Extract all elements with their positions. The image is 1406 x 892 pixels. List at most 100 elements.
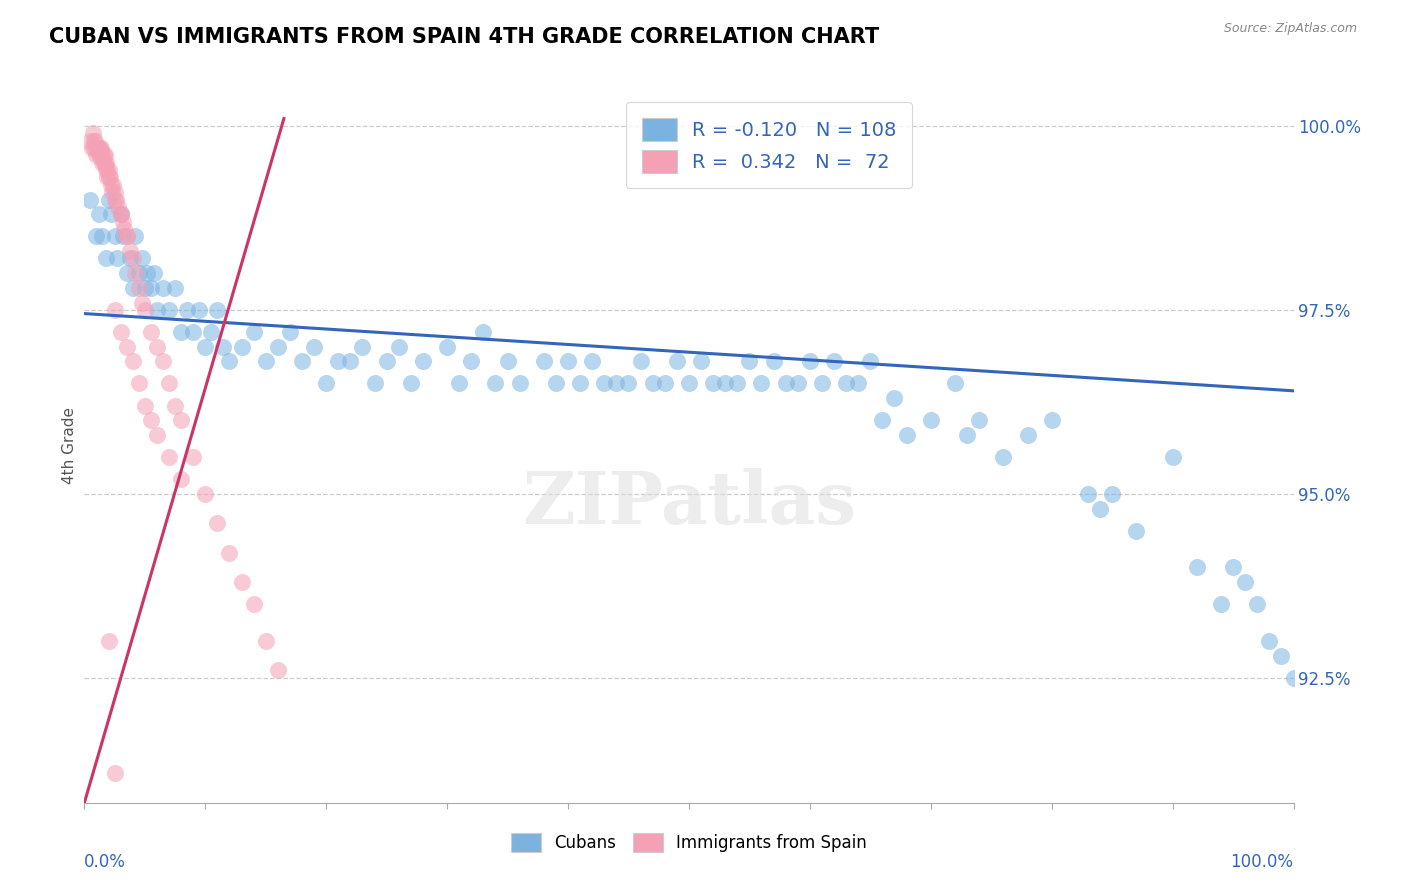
Point [139,281,162,295]
Point [146,340,169,354]
Point [302,340,325,354]
Point [94,252,117,266]
Point [1017,428,1039,442]
Point [920,413,942,427]
Point [896,428,918,442]
Point [254,354,277,368]
Point [823,354,845,368]
Point [665,354,688,368]
Point [124,229,146,244]
Point [412,354,434,368]
Point [943,376,966,391]
Text: 100.0%: 100.0% [1230,853,1294,871]
Point [157,376,180,391]
Point [811,376,834,391]
Point [157,450,180,464]
Point [1125,524,1147,538]
Point [110,325,132,339]
Point [1209,597,1232,611]
Point [94,148,117,162]
Point [97,163,120,178]
Point [128,281,150,295]
Point [544,376,567,391]
Point [83,134,105,148]
Point [165,281,187,295]
Point [146,302,169,317]
Point [128,266,150,280]
Point [200,325,222,339]
Point [291,354,314,368]
Point [105,252,128,266]
Point [751,376,773,391]
Point [94,155,117,169]
Point [104,302,127,317]
Point [84,134,107,148]
Point [315,376,337,391]
Point [956,428,979,442]
Point [104,193,127,207]
Point [181,450,204,464]
Point [254,634,277,648]
Point [786,376,808,391]
Point [93,148,115,162]
Point [90,141,112,155]
Point [641,376,664,391]
Point [165,399,187,413]
Y-axis label: 4th Grade: 4th Grade [62,408,77,484]
Point [121,354,143,368]
Point [104,185,127,199]
Point [170,472,193,486]
Point [569,376,592,391]
Point [375,354,398,368]
Point [1088,501,1111,516]
Point [115,340,138,354]
Point [1040,413,1063,427]
Point [91,155,114,169]
Point [86,141,108,155]
Point [1258,634,1281,648]
Point [97,634,120,648]
Point [104,193,127,207]
Point [139,413,162,427]
Point [678,376,700,391]
Point [146,428,169,442]
Point [107,200,129,214]
Point [630,354,652,368]
Point [128,376,150,391]
Point [242,597,264,611]
Point [967,413,990,427]
Point [86,229,108,244]
Point [593,376,616,391]
Point [112,229,135,244]
Point [363,376,385,391]
Point [460,354,482,368]
Point [131,295,153,310]
Point [388,340,411,354]
Point [399,376,422,391]
Point [94,155,117,169]
Point [1077,487,1099,501]
Point [82,126,104,140]
Point [100,207,122,221]
Point [86,141,108,155]
Point [89,141,111,155]
Point [110,207,132,221]
Point [86,148,108,162]
Text: ZIPatlas: ZIPatlas [522,467,856,539]
Point [883,391,905,405]
Point [1161,450,1184,464]
Point [103,178,125,192]
Point [91,148,114,162]
Point [267,340,290,354]
Point [96,163,118,178]
Point [194,487,217,501]
Point [121,281,143,295]
Point [115,229,138,244]
Point [104,766,127,780]
Point [218,354,240,368]
Point [157,302,180,317]
Point [872,413,894,427]
Point [472,325,495,339]
Point [218,546,240,560]
Point [170,413,193,427]
